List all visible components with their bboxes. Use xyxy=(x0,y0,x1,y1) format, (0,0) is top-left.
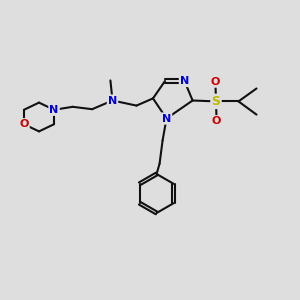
Text: N: N xyxy=(108,95,117,106)
Text: O: O xyxy=(212,116,221,126)
Text: N: N xyxy=(162,113,171,124)
Text: S: S xyxy=(212,95,220,108)
Text: O: O xyxy=(19,119,28,129)
Text: O: O xyxy=(211,76,220,87)
Text: N: N xyxy=(50,105,59,115)
Text: N: N xyxy=(180,76,189,86)
